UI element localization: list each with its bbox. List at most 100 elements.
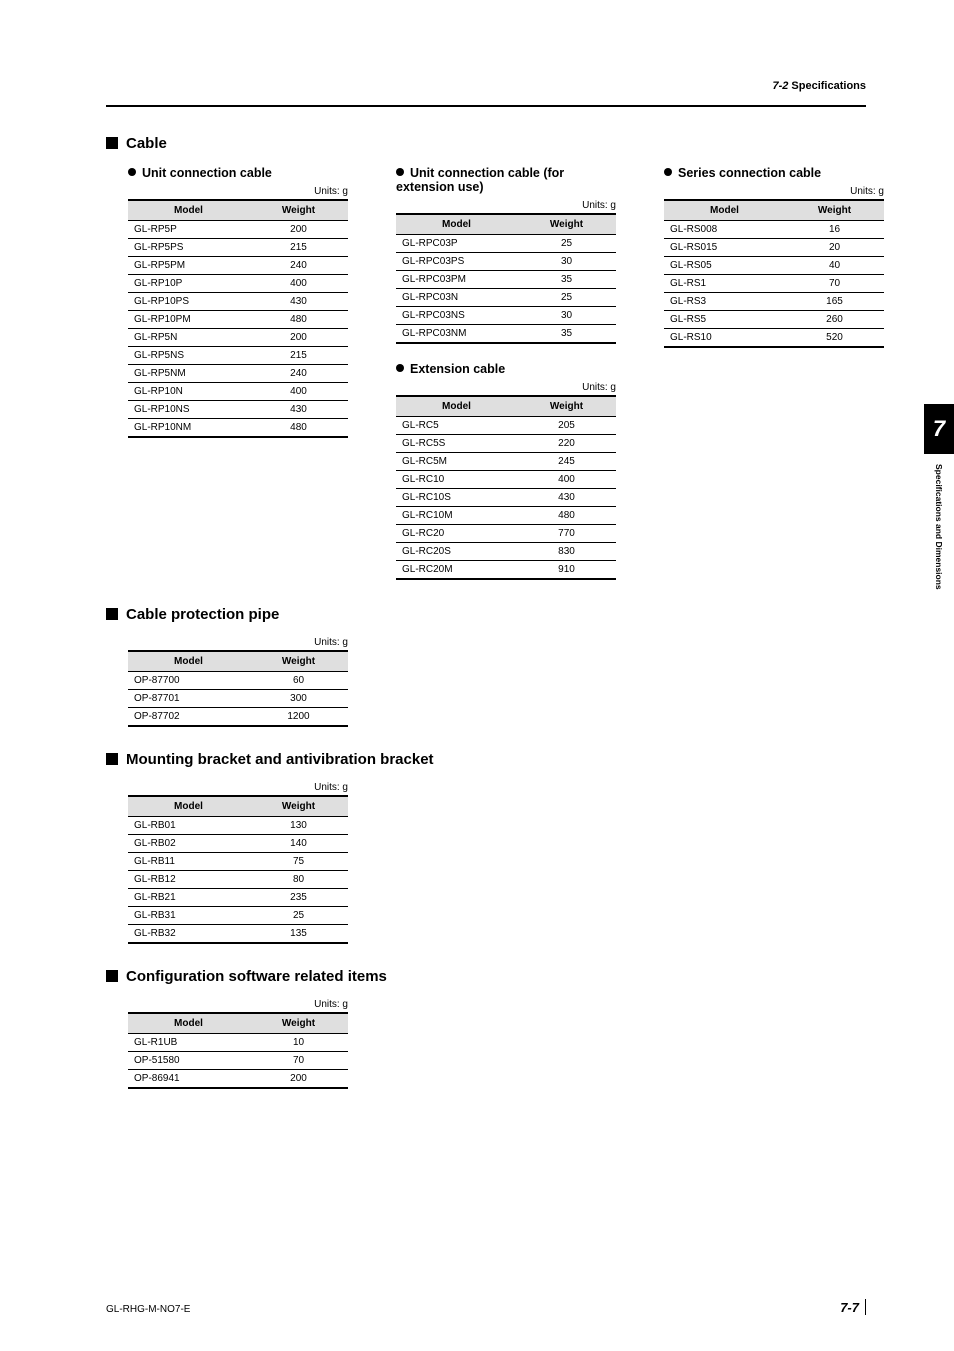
th-weight: Weight: [517, 214, 616, 235]
table-cell: 430: [517, 489, 616, 507]
units-label: Units: g: [396, 200, 616, 211]
table-cell: GL-RB32: [128, 925, 249, 944]
table-cell: 165: [785, 293, 884, 311]
table-row: GL-RP5P200: [128, 221, 348, 239]
bullet-icon: [396, 364, 404, 372]
table-cell: 60: [249, 672, 348, 690]
table-row: GL-RC10M480: [396, 507, 616, 525]
table-cell: OP-51580: [128, 1052, 249, 1070]
table-row: GL-RC10S430: [396, 489, 616, 507]
table-cell: 480: [249, 311, 348, 329]
table-cell: 240: [249, 257, 348, 275]
table-cell: 25: [249, 907, 348, 925]
table-cell: 35: [517, 271, 616, 289]
table-row: GL-RC5205: [396, 417, 616, 435]
table-cell: OP-87700: [128, 672, 249, 690]
table-cell: 25: [517, 235, 616, 253]
table-cell: GL-RB31: [128, 907, 249, 925]
units-label: Units: g: [128, 186, 348, 197]
table-row: GL-RS0540: [664, 257, 884, 275]
table-row: GL-RP5N200: [128, 329, 348, 347]
table-cell: OP-87702: [128, 708, 249, 727]
table-cell: 480: [249, 419, 348, 438]
table-cell: GL-RS10: [664, 329, 785, 348]
table-cell: 300: [249, 690, 348, 708]
table-cell: GL-RC10S: [396, 489, 517, 507]
table-row: GL-RC20770: [396, 525, 616, 543]
table-cell: 830: [517, 543, 616, 561]
table-cell: GL-RC20: [396, 525, 517, 543]
table-cell: GL-RPC03N: [396, 289, 517, 307]
units-label: Units: g: [128, 782, 348, 793]
table-row: GL-RB1280: [128, 871, 348, 889]
table-cell: GL-RC20M: [396, 561, 517, 580]
table-cell: GL-RPC03NS: [396, 307, 517, 325]
table-cell: GL-RC20S: [396, 543, 517, 561]
table-cell: 235: [249, 889, 348, 907]
table-cell: GL-RS1: [664, 275, 785, 293]
table-row: OP-8770060: [128, 672, 348, 690]
th-weight: Weight: [785, 200, 884, 221]
header-section-num: 7-2: [772, 80, 788, 92]
table-row: GL-RP10P400: [128, 275, 348, 293]
table-bracket: Model Weight GL-RB01130GL-RB02140GL-RB11…: [128, 795, 348, 944]
header-rule: [106, 105, 866, 107]
table-row: GL-RPC03NM35: [396, 325, 616, 344]
table-row: GL-RPC03PS30: [396, 253, 616, 271]
table-cell: OP-87701: [128, 690, 249, 708]
units-label: Units: g: [396, 382, 616, 393]
table-cell: 200: [249, 221, 348, 239]
col-unit-conn-ext: Unit connection cable (for extension use…: [396, 166, 616, 580]
table-row: GL-RC10400: [396, 471, 616, 489]
th-model: Model: [128, 1013, 249, 1034]
table-cell: GL-RC5S: [396, 435, 517, 453]
table-cell: GL-RP10N: [128, 383, 249, 401]
table-cell: GL-RB12: [128, 871, 249, 889]
footer-page-number: 7-7: [840, 1300, 859, 1315]
table-cell: GL-RS5: [664, 311, 785, 329]
page-footer: GL-RHG-M-NO7-E 7-7: [106, 1299, 866, 1315]
th-weight: Weight: [249, 651, 348, 672]
table-cell: 260: [785, 311, 884, 329]
table-extension: Model Weight GL-RC5205GL-RC5S220GL-RC5M2…: [396, 395, 616, 580]
table-row: GL-RS01520: [664, 239, 884, 257]
units-label: Units: g: [128, 999, 348, 1010]
units-label: Units: g: [128, 637, 348, 648]
table-cell: GL-RP5PS: [128, 239, 249, 257]
table-cell: 20: [785, 239, 884, 257]
table-row: GL-RPC03N25: [396, 289, 616, 307]
section-title-config: Configuration software related items: [106, 968, 884, 985]
table-cell: GL-RB21: [128, 889, 249, 907]
table-cell: 1200: [249, 708, 348, 727]
table-cell: 70: [249, 1052, 348, 1070]
table-cell: GL-RB02: [128, 835, 249, 853]
table-cell: 245: [517, 453, 616, 471]
table-cell: GL-RP5NS: [128, 347, 249, 365]
th-weight: Weight: [249, 200, 348, 221]
table-row: GL-RS5260: [664, 311, 884, 329]
footer-doc-id: GL-RHG-M-NO7-E: [106, 1304, 190, 1315]
table-unit-conn-ext: Model Weight GL-RPC03P25GL-RPC03PS30 GL-R…: [396, 213, 616, 344]
table-cell: GL-RPC03P: [396, 235, 517, 253]
sub-title: Series connection cable: [664, 166, 884, 180]
table-cell: GL-RB11: [128, 853, 249, 871]
table-row: OP-87701300: [128, 690, 348, 708]
table-cell: 240: [249, 365, 348, 383]
th-model: Model: [396, 396, 517, 417]
table-row: OP-877021200: [128, 708, 348, 727]
table-row: GL-RB01130: [128, 817, 348, 835]
table-cell: 220: [517, 435, 616, 453]
table-cell: 130: [249, 817, 348, 835]
table-cell: 910: [517, 561, 616, 580]
table-cell: 430: [249, 401, 348, 419]
chapter-title-vertical: Specifications and Dimensions: [934, 454, 944, 590]
table-row: GL-RP10PS430: [128, 293, 348, 311]
table-cell: 520: [785, 329, 884, 348]
table-cell: GL-RS008: [664, 221, 785, 239]
th-model: Model: [396, 214, 517, 235]
th-model: Model: [128, 200, 249, 221]
table-cell: 30: [517, 253, 616, 271]
square-bullet-icon: [106, 137, 118, 149]
footer-bar: [865, 1299, 866, 1315]
table-row: GL-RC20M910: [396, 561, 616, 580]
